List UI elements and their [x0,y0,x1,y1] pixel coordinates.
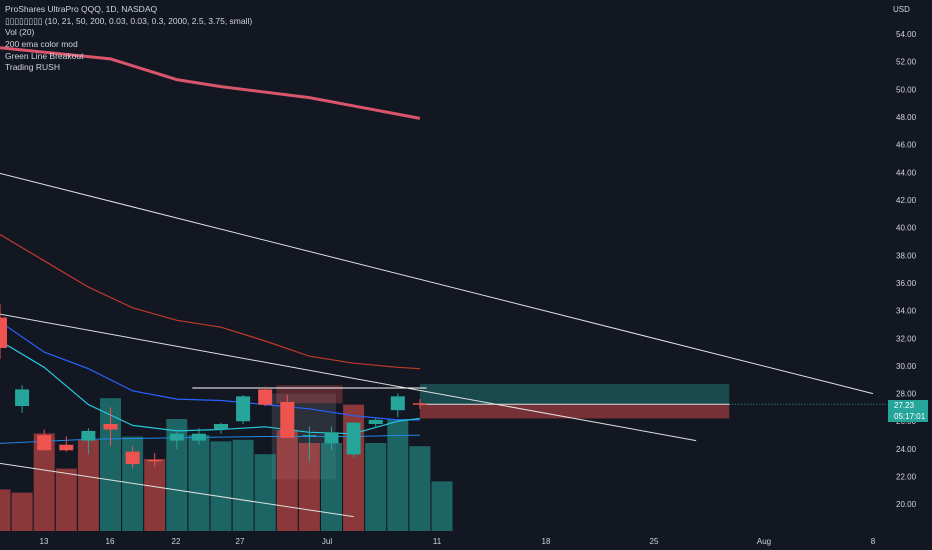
volume-bar [431,481,453,531]
volume-bar [166,419,188,531]
volume-bar [11,492,33,531]
candle-up[interactable] [368,419,383,425]
price-tick-label: 52.00 [896,58,917,67]
candle-down[interactable] [37,435,52,451]
candle-down[interactable] [258,389,273,405]
candle-down[interactable] [0,317,7,348]
candles[interactable] [0,303,427,469]
volume-bar [387,419,409,531]
supply-zone [276,385,343,404]
ema50-line [0,233,420,370]
price-tick-label: 24.00 [896,445,917,454]
legend-indicator-2[interactable]: Vol (20) [5,27,35,38]
candle-up[interactable] [390,396,405,411]
candle-up[interactable] [236,396,251,422]
last-price-value: 27.23 [894,401,915,410]
candle-up[interactable] [191,433,206,441]
candle-up[interactable] [15,389,30,407]
time-tick-label: Aug [757,537,771,546]
indicator-legend: ProShares UltraPro QQQ, 1D, NASDAQ ▯▯▯▯▯… [5,4,252,74]
price-tick-label: 36.00 [896,279,917,288]
time-tick-label: 25 [650,537,659,546]
time-tick-label: 27 [236,537,245,546]
price-tick-label: 38.00 [896,251,917,260]
candle-down[interactable] [412,403,427,405]
volume-bar [0,489,11,531]
trendline[interactable] [0,313,697,442]
bar-countdown: 05:17:01 [894,411,926,421]
legend-indicator-4[interactable]: Green Line Breakout [5,50,84,61]
price-tick-label: 30.00 [896,362,917,371]
legend-indicator-3[interactable]: 200 ema color mod [5,39,78,50]
price-tick-label: 48.00 [896,113,917,122]
candle-up[interactable] [324,432,339,444]
volume-bar [232,439,254,531]
candle-up[interactable] [81,430,96,441]
trendline[interactable] [0,462,354,518]
time-tick-label: 18 [542,537,551,546]
price-tick-label: 54.00 [896,30,917,39]
volume-bar [210,441,232,531]
ema-slow-line [0,434,420,444]
volume-bar [77,439,99,531]
legend-title[interactable]: ProShares UltraPro QQQ, 1D, NASDAQ [5,4,158,14]
time-tick-label: Jul [322,537,332,546]
candle-up[interactable] [169,433,184,441]
volume-bar [33,433,55,531]
volume-bar [321,443,342,531]
trendline[interactable] [0,172,874,395]
volume-bar [254,454,276,531]
volume-bars [0,398,453,531]
volume-bar [409,446,431,531]
volume-bar [276,430,298,531]
ema21-line [0,321,420,421]
candle-down[interactable] [280,401,295,438]
volume-bar [365,443,387,531]
ema200-line [0,46,421,120]
last-price-tag: 27.23 05:17:01 [888,400,928,422]
candle-up[interactable] [302,435,317,437]
trendlines[interactable] [0,172,874,518]
price-axis[interactable]: USD 54.00 52.00 50.00 48.00 46.00 44.00 42.00 4… [893,5,917,509]
time-tick-label: 13 [40,537,49,546]
price-tick-label: 28.00 [896,390,917,399]
price-tick-label: 22.00 [896,473,917,482]
price-tick-label: 40.00 [896,224,917,233]
volume-bar [100,398,121,531]
price-tick-label: 50.00 [896,85,917,94]
time-tick-label: 16 [106,537,115,546]
price-tick-label: 34.00 [896,307,917,316]
time-tick-label: 22 [172,537,181,546]
time-tick-label: 8 [871,537,876,546]
time-axis[interactable]: 13 16 22 27 Jul 11 18 25 Aug 8 [40,537,876,546]
price-tick-label: 44.00 [896,168,917,177]
candle-up[interactable] [214,424,228,430]
target-zone [419,383,730,405]
volume-bar [55,468,77,531]
candle-down[interactable] [125,451,140,465]
candle-down[interactable] [59,444,74,451]
price-tick-label: 20.00 [896,500,917,509]
legend-indicator-5[interactable]: Trading RUSH [5,62,60,73]
volume-bar [188,435,210,531]
candle-up[interactable] [346,422,361,455]
price-tick-label: 32.00 [896,334,917,343]
candle-down[interactable] [147,459,162,462]
volume-bar [144,459,166,531]
price-tick-label: 42.00 [896,196,917,205]
time-tick-label: 11 [433,537,442,546]
stop-zone [419,404,730,419]
legend-indicator-1[interactable]: ▯▯▯▯▯▯▯▯ (10, 21, 50, 200, 0.03, 0.03, 0… [5,15,253,26]
candle-down[interactable] [103,424,118,430]
price-tick-label: 46.00 [896,141,917,150]
currency-label: USD [893,5,910,14]
